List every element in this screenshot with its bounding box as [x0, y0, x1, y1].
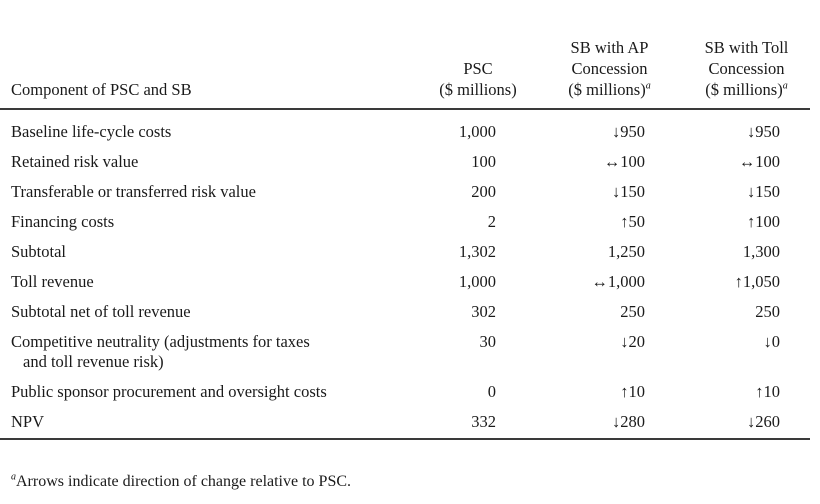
header-toll-footnote-marker: a	[782, 80, 788, 92]
row-label: Competitive neutrality (adjustments for …	[11, 332, 310, 351]
table-row: Subtotal net of toll revenue 302 250 250	[0, 297, 810, 327]
table-row: Toll revenue 1,000 ↔1,000 ↑1,050	[0, 267, 810, 297]
header-ap-line2: Concession	[571, 59, 648, 78]
row-label: Subtotal	[11, 242, 67, 261]
header-row: Component of PSC and SB PSC ($ millions)…	[0, 37, 810, 110]
cell-psc: 200	[471, 182, 496, 201]
cell-toll: ↑1,050	[734, 272, 780, 291]
cell-ap: 1,250	[607, 242, 645, 261]
row-label: Baseline life-cycle costs	[11, 122, 172, 141]
header-toll-line2: Concession	[708, 59, 785, 78]
header-psc-line2: ($ millions)	[439, 80, 517, 99]
cell-toll: ↓150	[747, 182, 780, 201]
cell-psc: 302	[471, 302, 496, 321]
cell-toll: ↑10	[755, 382, 780, 401]
cell-toll: ↑100	[747, 212, 780, 231]
row-label: Subtotal net of toll revenue	[11, 302, 191, 321]
table-row: Transferable or transferred risk value 20…	[0, 177, 810, 207]
cell-ap: ↑50	[620, 212, 645, 231]
cell-toll: ↓0	[763, 332, 781, 351]
row-label-cell: Baseline life-cycle costs	[0, 109, 408, 147]
header-psc: PSC ($ millions)	[408, 37, 540, 110]
cell-psc: 332	[408, 407, 540, 440]
table-footnote: aArrows indicate direction of change rel…	[11, 472, 351, 492]
cell-ap: ↔100	[603, 152, 645, 171]
header-toll: SB with Toll Concession ($ millions)a	[673, 37, 810, 110]
cell-ap: ↑10	[620, 382, 645, 401]
row-label-cell: Public sponsor procurement and oversight…	[0, 377, 408, 407]
table-row: Competitive neutrality (adjustments for …	[0, 327, 810, 377]
cell-ap: ↓950	[612, 122, 645, 141]
row-label-cell: Toll revenue	[0, 267, 408, 297]
row-label-continuation: and toll revenue risk)	[23, 352, 164, 371]
cell-toll: ↓260	[673, 407, 810, 440]
cell-toll: 250	[755, 302, 780, 321]
row-label: Financing costs	[11, 212, 115, 231]
cell-psc: 0	[487, 382, 496, 401]
cell-toll: ↔100	[738, 152, 780, 171]
header-ap-line1: SB with AP	[570, 38, 649, 57]
cell-psc: 1,000	[458, 122, 496, 141]
cell-ap: ↓280	[540, 407, 673, 440]
row-label-cell: Retained risk value	[0, 147, 408, 177]
table-row: Public sponsor procurement and oversight…	[0, 377, 810, 407]
header-toll-line3: ($ millions)	[705, 80, 783, 99]
cell-psc: 100	[471, 152, 496, 171]
row-label-cell: Transferable or transferred risk value	[0, 177, 408, 207]
header-psc-line1: PSC	[463, 59, 493, 78]
table-body: Baseline life-cycle costs 1,000 ↓950 ↓950 Re…	[0, 109, 810, 440]
row-label-cell: Financing costs	[0, 207, 408, 237]
table-row: Financing costs 2 ↑50 ↑100	[0, 207, 810, 237]
table-row: Retained risk value 100 ↔100 ↔100	[0, 147, 810, 177]
footnote-text: Arrows indicate direction of change rela…	[16, 473, 352, 490]
comparison-table: Component of PSC and SB PSC ($ millions)…	[0, 37, 810, 440]
header-ap-footnote-marker: a	[645, 80, 651, 92]
row-label: NPV	[11, 412, 45, 431]
row-label: Transferable or transferred risk value	[11, 182, 256, 201]
table-row: Baseline life-cycle costs 1,000 ↓950 ↓950	[0, 109, 810, 147]
header-component-text: Component of PSC and SB	[11, 80, 192, 99]
table-container: Component of PSC and SB PSC ($ millions)…	[0, 37, 820, 440]
row-label-cell: Competitive neutrality (adjustments for …	[0, 327, 408, 377]
row-label: Retained risk value	[11, 152, 139, 171]
header-component: Component of PSC and SB	[0, 37, 408, 110]
cell-toll: ↓950	[747, 122, 780, 141]
cell-ap: ↓20	[620, 332, 645, 351]
header-toll-line1: SB with Toll	[704, 38, 789, 57]
footnote-marker: a	[11, 471, 16, 483]
cell-psc: 1,000	[458, 272, 496, 291]
row-label-cell: NPV	[0, 407, 408, 440]
cell-psc: 30	[479, 332, 497, 351]
row-label: Public sponsor procurement and oversight…	[11, 382, 327, 401]
cell-toll: 1,300	[742, 242, 780, 261]
table-row: Subtotal 1,302 1,250 1,300	[0, 237, 810, 267]
cell-psc: 1,302	[458, 242, 496, 261]
cell-psc: 2	[487, 212, 496, 231]
row-label-cell: Subtotal net of toll revenue	[0, 297, 408, 327]
row-label: Toll revenue	[11, 272, 94, 291]
table-row: NPV 332 ↓280 ↓260	[0, 407, 810, 440]
cell-ap: 250	[620, 302, 645, 321]
cell-ap: ↔1,000	[591, 272, 645, 291]
header-ap-line3: ($ millions)	[568, 80, 646, 99]
cell-ap: ↓150	[612, 182, 645, 201]
header-ap: SB with AP Concession ($ millions)a	[540, 37, 673, 110]
row-label-cell: Subtotal	[0, 237, 408, 267]
